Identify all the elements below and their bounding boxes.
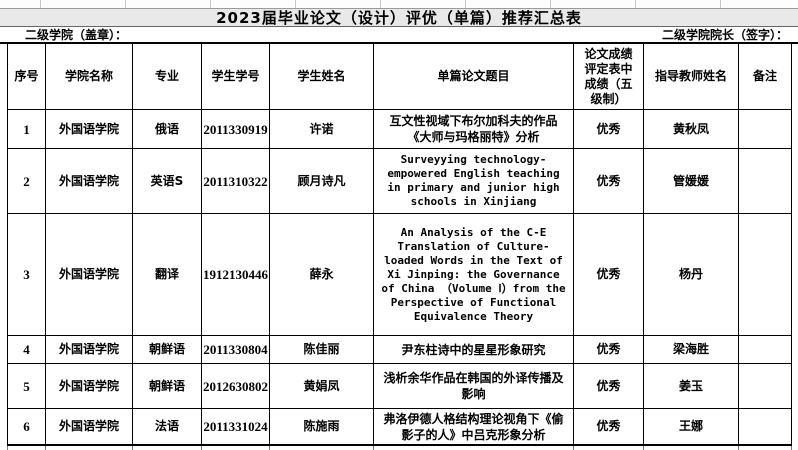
gridline-tick <box>295 0 296 8</box>
cell-advisor-row1: 黄秋凤 <box>644 110 739 149</box>
gridline-tick <box>635 0 636 8</box>
cell-student_id-row4: 2011330804 <box>202 336 270 364</box>
gridline-tick <box>720 0 721 8</box>
title-band: 2023届毕业论文（设计）评优（单篇）推荐汇总表 <box>0 8 798 27</box>
gridline-tick <box>132 446 133 450</box>
cell-thesis_title-row6: 弗洛伊德人格结构理论视角下《偷影子的人》中吕克形象分析 <box>374 409 574 444</box>
cell-college-row2: 外国语学院 <box>46 149 133 214</box>
cell-thesis_title-row5: 浅析余华作品在韩国的外译传播及影响 <box>374 364 574 409</box>
gridline-tick <box>791 446 792 450</box>
cell-no-row4: 4 <box>8 336 46 364</box>
cell-student_id-row2: 2011310322 <box>202 149 270 214</box>
cell-student_name-row2: 顾月诗凡 <box>270 149 374 214</box>
cell-no-row3: 3 <box>8 214 46 336</box>
cell-major-row6: 法语 <box>133 409 202 444</box>
cell-student_id-row3: 1912130446 <box>202 214 270 336</box>
header-cell-student_name: 学生姓名 <box>270 44 374 110</box>
header-cell-major: 专业 <box>133 44 202 110</box>
cell-remark-row2 <box>739 149 792 214</box>
gridline-tick <box>373 446 374 450</box>
gridline-tick <box>738 446 739 450</box>
dean-signature-label: 二级学院院长（签字）： <box>661 27 788 42</box>
cell-college-row5: 外国语学院 <box>46 364 133 409</box>
partial-row-above <box>0 0 798 8</box>
header-cell-thesis_title: 单篇论文题目 <box>374 44 574 110</box>
gridline-tick <box>210 0 211 8</box>
cell-student_name-row6: 陈施雨 <box>270 409 374 444</box>
gridline-tick <box>45 446 46 450</box>
cell-major-row3: 翻译 <box>133 214 202 336</box>
cell-student_id-row6: 2011331024 <box>202 409 270 444</box>
cell-thesis_title-row3: An Analysis of the C-E Translation of Cu… <box>374 214 574 336</box>
cell-remark-row6 <box>739 409 792 444</box>
header-cell-remark: 备注 <box>739 44 792 110</box>
header-cell-advisor: 指导教师姓名 <box>644 44 739 110</box>
cell-college-row1: 外国语学院 <box>46 110 133 149</box>
gridline-tick <box>40 0 41 8</box>
gridline-tick <box>550 0 551 8</box>
cell-major-row2: 英语S <box>133 149 202 214</box>
cell-advisor-row6: 王娜 <box>644 409 739 444</box>
cell-grade-row1: 优秀 <box>574 110 644 149</box>
header-cell-grade: 论文成绩评定表中成绩（五级制） <box>574 44 644 110</box>
cell-student_name-row3: 薛永 <box>270 214 374 336</box>
cell-student_id-row1: 2011330919 <box>202 110 270 149</box>
cell-student_name-row5: 黄娟凤 <box>270 364 374 409</box>
cell-thesis_title-row2: Surveyying technology-empowered English … <box>374 149 574 214</box>
cell-major-row1: 俄语 <box>133 110 202 149</box>
cell-grade-row3: 优秀 <box>574 214 644 336</box>
cell-advisor-row2: 管媛媛 <box>644 149 739 214</box>
cell-grade-row5: 优秀 <box>574 364 644 409</box>
gridline-tick <box>573 446 574 450</box>
cell-major-row4: 朝鲜语 <box>133 336 202 364</box>
cell-advisor-row3: 杨丹 <box>644 214 739 336</box>
cell-thesis_title-row4: 尹东柱诗中的星星形象研究 <box>374 336 574 364</box>
cell-advisor-row4: 梁海胜 <box>644 336 739 364</box>
cell-advisor-row5: 姜玉 <box>644 364 739 409</box>
cell-remark-row3 <box>739 214 792 336</box>
gridline-tick <box>465 0 466 8</box>
stamp-signature-row: 二级学院（盖章）： 二级学院院长（签字）： <box>0 27 798 44</box>
cell-major-row5: 朝鲜语 <box>133 364 202 409</box>
cell-college-row6: 外国语学院 <box>46 409 133 444</box>
summary-table: 序号 学院名称 专业 学生学号 学生姓名 单篇论文题目 论文成绩评定表中成绩（五级制） 指导教… <box>7 44 792 446</box>
header-cell-college: 学院名称 <box>46 44 133 110</box>
cell-no-row2: 2 <box>8 149 46 214</box>
cell-grade-row2: 优秀 <box>574 149 644 214</box>
cell-no-row5: 5 <box>8 364 46 409</box>
college-stamp-label: 二级学院（盖章）： <box>25 27 128 42</box>
cell-college-row3: 外国语学院 <box>46 214 133 336</box>
gridline-tick <box>643 446 644 450</box>
gridline-tick <box>7 446 8 450</box>
header-cell-student_id: 学生学号 <box>202 44 270 110</box>
cell-remark-row5 <box>739 364 792 409</box>
page-title: 2023届毕业论文（设计）评优（单篇）推荐汇总表 <box>216 9 582 27</box>
cell-college-row4: 外国语学院 <box>46 336 133 364</box>
cell-student_id-row5: 2012630802 <box>202 364 270 409</box>
cell-no-row1: 1 <box>8 110 46 149</box>
cell-no-row6: 6 <box>8 409 46 444</box>
cell-grade-row6: 优秀 <box>574 409 644 444</box>
cell-remark-row4 <box>739 336 792 364</box>
partial-row-below <box>0 446 798 450</box>
header-cell-no: 序号 <box>8 44 46 110</box>
cell-grade-row4: 优秀 <box>574 336 644 364</box>
cell-student_name-row1: 许诺 <box>270 110 374 149</box>
cell-student_name-row4: 陈佳丽 <box>270 336 374 364</box>
gridline-tick <box>269 446 270 450</box>
gridline-tick <box>380 0 381 8</box>
gridline-tick <box>125 0 126 8</box>
gridline-tick <box>201 446 202 450</box>
cell-remark-row1 <box>739 110 792 149</box>
cell-thesis_title-row1: 互文性视域下布尔加科夫的作品《大师与玛格丽特》分析 <box>374 110 574 149</box>
